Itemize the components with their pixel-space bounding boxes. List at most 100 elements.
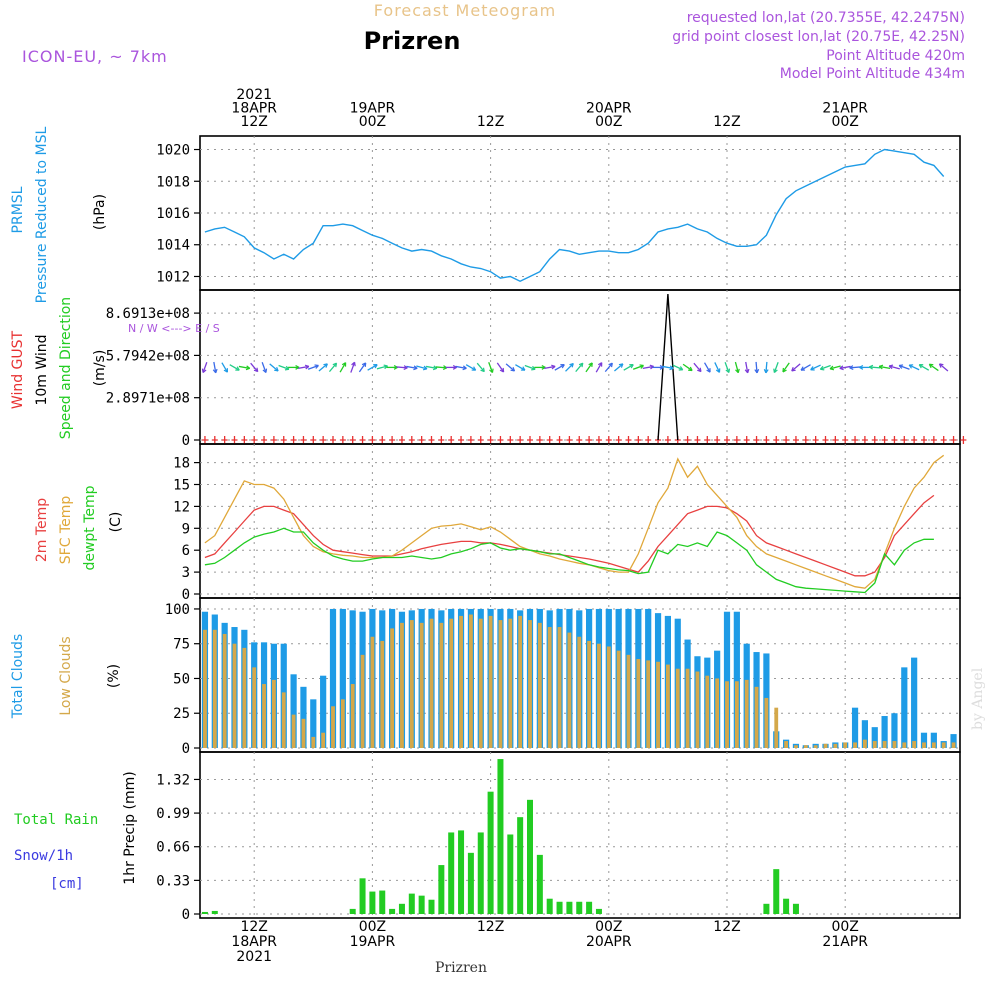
wind-arrowhead — [938, 363, 944, 368]
gust-marker — [339, 436, 346, 444]
wind-arrowhead — [888, 364, 894, 370]
low-clouds-bar — [705, 675, 710, 748]
point-altitude: Point Altitude 420m — [826, 48, 965, 64]
gust-marker — [664, 436, 671, 444]
pressure-label-1: PRMSL — [10, 186, 26, 233]
y-tick-label: 0.66 — [156, 840, 190, 856]
gust-marker — [635, 436, 642, 444]
direction-compass: N / W <---> E / S — [128, 322, 220, 335]
wind-arrow — [278, 364, 290, 370]
low-clouds-bar — [252, 667, 257, 748]
dewpt-label: dewpt Temp — [82, 485, 98, 570]
precip-bar — [546, 898, 553, 914]
gust-marker — [694, 436, 701, 444]
bottom-time-label: 21APR — [822, 934, 868, 950]
total-clouds-bar — [930, 732, 937, 748]
y-tick-label: 0 — [182, 741, 190, 757]
wind-dir-label: Speed and Direction — [58, 297, 74, 439]
y-tick-label: 0.99 — [156, 806, 190, 822]
y-tick-label: 6 — [182, 543, 190, 559]
total-clouds-bar — [349, 610, 356, 748]
header-subtitle: Forecast Meteogram — [374, 1, 556, 20]
wind-arrowhead — [551, 364, 556, 370]
wind-arrow — [869, 366, 881, 369]
gust-marker — [527, 436, 533, 444]
wind-arrow — [745, 361, 749, 373]
wind-arrowhead — [819, 365, 825, 371]
wind-arrow — [782, 362, 790, 373]
wind-arrow — [488, 362, 494, 373]
low-clouds-bar — [606, 646, 611, 748]
low-clouds-bar — [666, 664, 670, 748]
low-clouds-bar — [488, 615, 493, 748]
gust-marker — [536, 436, 543, 444]
gust-marker — [950, 436, 957, 444]
gust-marker — [556, 436, 563, 444]
wind-arrowhead — [383, 364, 388, 370]
precip-bar — [467, 852, 474, 914]
gust-marker — [625, 436, 632, 444]
wind-arrow — [455, 365, 467, 369]
wind-arrow — [791, 363, 801, 372]
gust-marker — [398, 436, 405, 444]
wind-arrowhead — [332, 362, 338, 368]
wind-arrow — [765, 361, 768, 373]
wind-arrowhead — [791, 366, 796, 372]
pressure-line — [204, 148, 945, 282]
wind-arrowhead — [284, 365, 290, 371]
y-tick-label: 1.32 — [156, 772, 190, 788]
precip-unit: 1hr Precip (mm) — [122, 771, 138, 884]
y-tick-label: 0 — [182, 587, 190, 603]
wind-arrowhead — [782, 367, 787, 373]
grid-lonlat: grid point closest lon,lat (20.75E, 42.2… — [672, 29, 965, 45]
requested-lonlat: requested lon,lat (20.7355E, 42.2475N) — [687, 10, 965, 26]
gust-marker — [605, 436, 612, 444]
gust-marker — [241, 436, 248, 444]
wind-arrowhead — [471, 366, 477, 371]
wind-arrow — [773, 362, 779, 373]
low-clouds-bar — [941, 742, 946, 748]
wind-arrowhead — [849, 365, 854, 371]
low-clouds-bar — [892, 741, 897, 748]
wind-arrow — [435, 366, 447, 369]
wind-arrowhead — [688, 366, 693, 372]
gust-marker — [310, 436, 317, 444]
wind-arrow — [261, 362, 267, 373]
low-clouds-bar — [212, 629, 217, 748]
wind-arrow — [714, 362, 721, 373]
low-clouds-bar — [498, 620, 503, 748]
precip-bar — [527, 799, 533, 914]
precip-bar — [428, 899, 435, 914]
gust-marker — [458, 436, 465, 444]
total-clouds-bar — [339, 608, 346, 748]
low-clouds-bar — [518, 615, 523, 748]
wind-arrowhead — [413, 365, 418, 371]
low-clouds-bar — [537, 622, 542, 748]
wind-arrow — [213, 361, 217, 373]
temp-unit: (C) — [108, 512, 124, 533]
low-clouds-bar — [774, 707, 779, 748]
gust-marker — [320, 436, 327, 444]
wind-arrowhead — [499, 367, 505, 373]
y-tick-label: 9 — [182, 521, 190, 537]
wind-arrowhead — [560, 364, 565, 369]
precip-bar — [507, 834, 514, 914]
low-clouds-bar — [311, 736, 316, 748]
wind-arrowhead — [829, 365, 835, 371]
wind-arrowhead — [403, 365, 408, 371]
precip-bar — [792, 903, 799, 914]
wind-arrowhead — [201, 368, 207, 374]
wind-arrowhead — [373, 364, 378, 369]
gust-marker — [832, 436, 839, 444]
total-clouds-bar — [871, 727, 878, 748]
gust-marker — [704, 436, 711, 444]
low-clouds-bar — [754, 686, 759, 748]
low-clouds-bar — [557, 627, 562, 748]
bottom-time-label: 18APR — [231, 934, 277, 950]
y-tick-label: 25 — [173, 706, 190, 722]
clouds-panel: 0 25 50 75 100 — [165, 597, 961, 757]
low-clouds-bar — [301, 718, 306, 748]
low-clouds-bar — [577, 636, 582, 748]
top-time-label: 00Z — [359, 114, 386, 130]
low-clouds-bar — [242, 647, 247, 748]
